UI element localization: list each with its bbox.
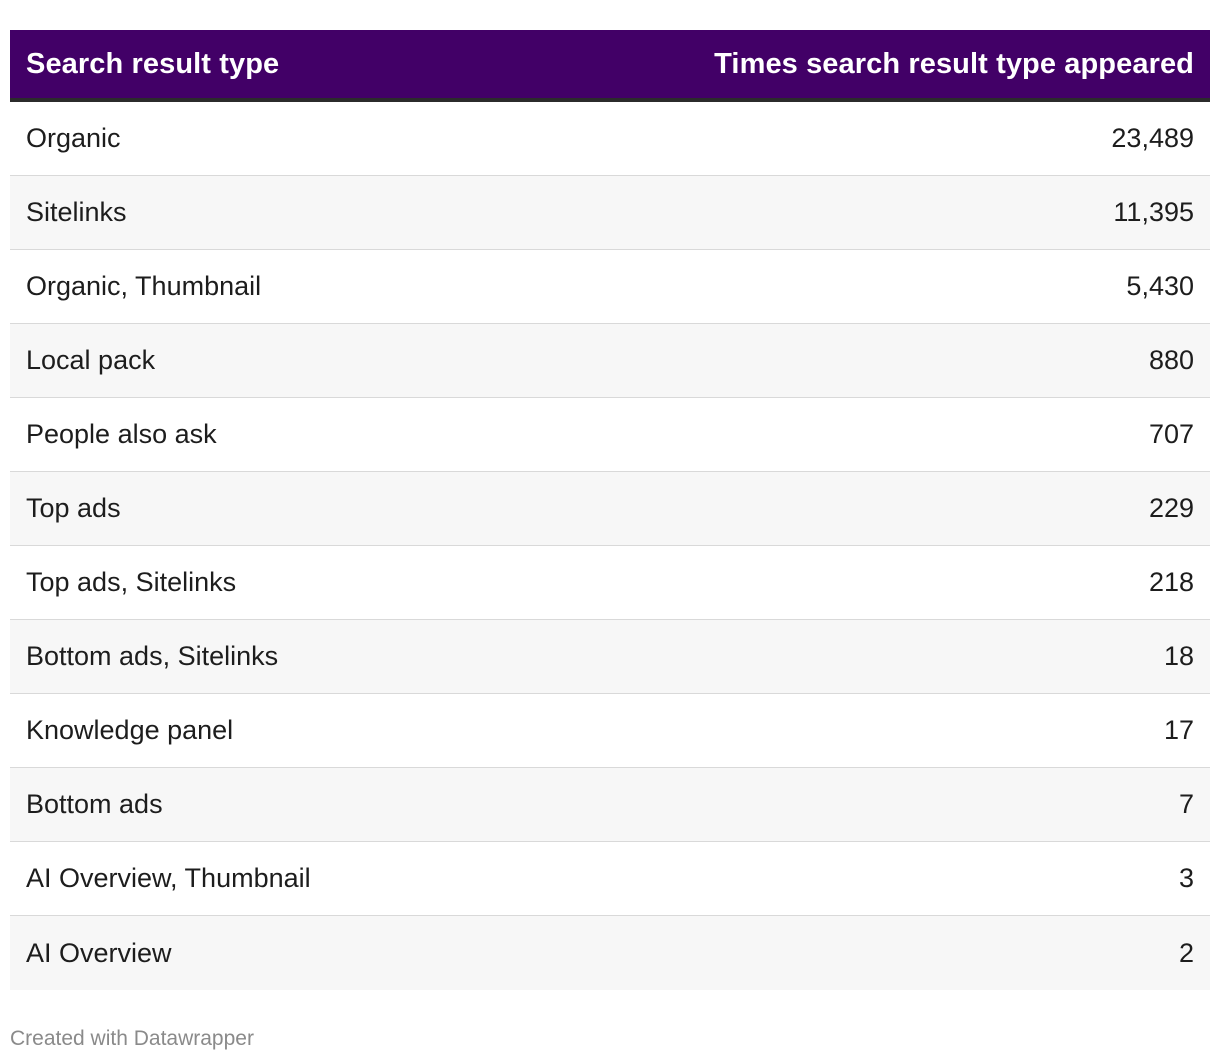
table-row: AI Overview, Thumbnail 3 [10, 842, 1210, 916]
cell-search-result-type: Top ads [26, 493, 121, 523]
cell-times-appeared: 707 [1148, 419, 1194, 449]
table-row: Knowledge panel 17 [10, 694, 1210, 768]
table-body: Organic 23,489 Sitelinks 11,395 Organic, Thu… [10, 102, 1210, 990]
cell-times-appeared: 18 [1163, 641, 1194, 671]
cell-search-result-type: Bottom ads [26, 789, 163, 819]
cell-times-appeared: 5,430 [1126, 271, 1194, 301]
cell-search-result-type: People also ask [26, 419, 217, 449]
cell-search-result-type: AI Overview, Thumbnail [26, 863, 311, 893]
cell-search-result-type: Organic, Thumbnail [26, 271, 262, 301]
table-row: Bottom ads, Sitelinks 18 [10, 620, 1210, 694]
cell-times-appeared: 11,395 [1113, 197, 1194, 227]
cell-times-appeared: 880 [1148, 345, 1194, 375]
table-row: Organic, Thumbnail 5,430 [10, 250, 1210, 324]
cell-search-result-type: Local pack [26, 345, 156, 375]
cell-times-appeared: 229 [1148, 493, 1194, 523]
column-header-search-result-type[interactable]: Search result type [26, 47, 280, 80]
cell-search-result-type: Top ads, Sitelinks [26, 567, 237, 597]
cell-times-appeared: 17 [1163, 715, 1194, 745]
cell-times-appeared: 7 [1178, 789, 1194, 819]
cell-search-result-type: Knowledge panel [26, 715, 234, 745]
cell-times-appeared: 2 [1178, 937, 1194, 968]
table-row: AI Overview 2 [10, 916, 1210, 990]
table-row: Local pack 880 [10, 324, 1210, 398]
cell-search-result-type: Organic [26, 123, 121, 153]
datawrapper-credit[interactable]: Created with Datawrapper [10, 1027, 254, 1050]
table-row: Sitelinks 11,395 [10, 176, 1210, 250]
table-row: People also ask 707 [10, 398, 1210, 472]
table-header: Search result type Times search result t… [10, 30, 1210, 102]
cell-times-appeared: 23,489 [1111, 123, 1194, 153]
cell-times-appeared: 218 [1148, 567, 1194, 597]
cell-search-result-type: Sitelinks [26, 197, 127, 227]
table-row: Organic 23,489 [10, 102, 1210, 176]
cell-search-result-type: AI Overview [26, 937, 172, 968]
data-table: Search result type Times search result t… [10, 30, 1210, 990]
column-header-times-appeared[interactable]: Times search result type appeared [714, 47, 1194, 80]
table-row: Bottom ads 7 [10, 768, 1210, 842]
table-row: Top ads 229 [10, 472, 1210, 546]
cell-search-result-type: Bottom ads, Sitelinks [26, 641, 279, 671]
table-row: Top ads, Sitelinks 218 [10, 546, 1210, 620]
cell-times-appeared: 3 [1178, 863, 1194, 893]
